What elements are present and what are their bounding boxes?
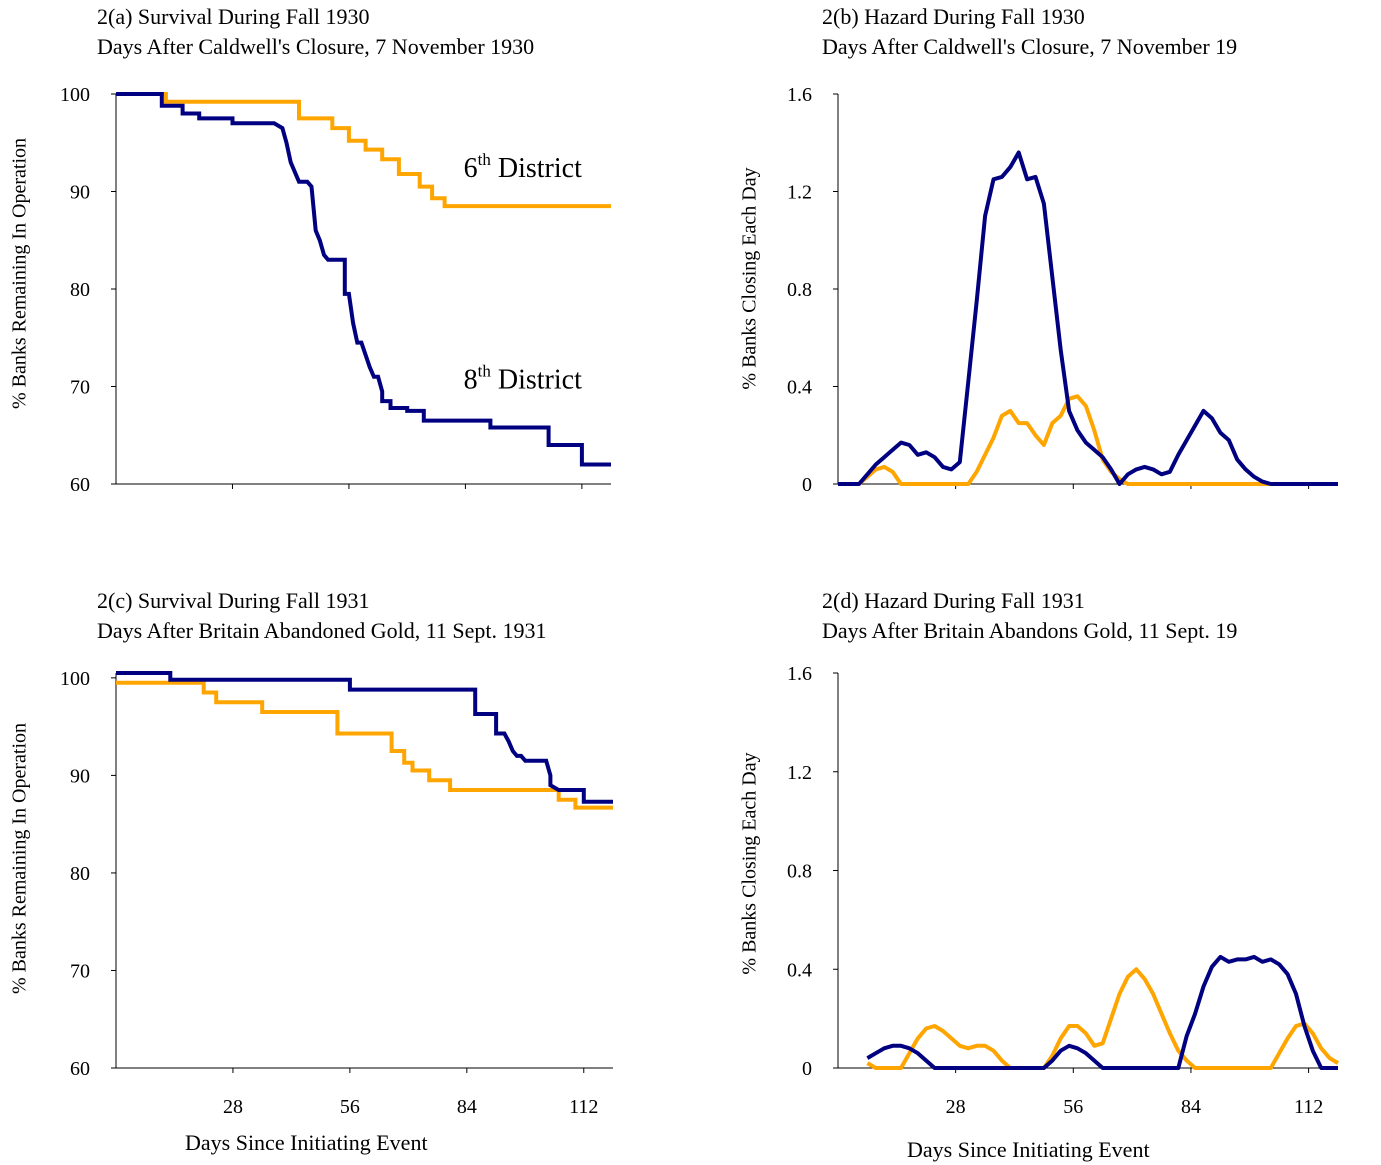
panel-d-xtick-label: 112 [1294, 1096, 1323, 1118]
panel-c-xtick-label: 28 [223, 1096, 243, 1118]
panel-a-ytick-label: 70 [70, 377, 90, 399]
panel-c-title-line2: Days After Britain Abandoned Gold, 11 Se… [97, 618, 547, 643]
panel-a-ytick-label: 80 [70, 279, 90, 301]
panel-c-xlabel: Days Since Initiating Event [185, 1130, 428, 1155]
panel-d-xlabel: Days Since Initiating Event [907, 1137, 1150, 1162]
panel-c-ytick-label: 70 [70, 960, 90, 982]
panel-c-ytick-label: 60 [70, 1058, 90, 1080]
panel-b-ytick-label: 0 [802, 474, 812, 496]
panel-b-title-line2: Days After Caldwell's Closure, 7 Novembe… [822, 34, 1238, 59]
panel-d-xtick-label: 84 [1181, 1096, 1201, 1118]
panel-b-series-8th-district-line [838, 150, 1338, 486]
panel-b-ytick-label: 1.2 [787, 182, 812, 204]
panel-c-series-6th-district-line [116, 680, 613, 810]
panel-b-title: 2(b) Hazard During Fall 1930 Days After … [822, 2, 1237, 62]
panel-a-title-line1: 2(a) Survival During Fall 1930 [97, 4, 370, 29]
panel-d-xtick-label: 56 [1063, 1096, 1083, 1118]
panel-d-series-6th-district-line [866, 967, 1340, 1070]
panel-a-ytick-label: 90 [70, 182, 90, 204]
panel-c-xtick-label: 112 [569, 1096, 598, 1118]
panel-a-title-line2: Days After Caldwell's Closure, 7 Novembe… [97, 34, 535, 59]
panel-a-series-6th-district-line [116, 92, 611, 209]
panel-c-ytick-label: 80 [70, 863, 90, 885]
panel-c-xtick-label: 56 [340, 1096, 360, 1118]
panel-d-ytick-label: 1.2 [787, 762, 812, 784]
panel-d-title-line1: 2(d) Hazard During Fall 1931 [822, 588, 1085, 613]
panel-c-title-line1: 2(c) Survival During Fall 1931 [97, 588, 370, 613]
panel-c-series-8th-district-line [116, 671, 613, 804]
panel-d-xtick-label: 28 [946, 1096, 966, 1118]
panel-d-ytick-label: 0.8 [787, 861, 812, 883]
panel-a-annotation: 6th District [464, 150, 582, 184]
panel-b-ytick-label: 0.8 [787, 279, 812, 301]
panel-c-ytick-label: 90 [70, 765, 90, 787]
panel-c-title: 2(c) Survival During Fall 1931 Days Afte… [97, 586, 547, 646]
panel-a-series-8th-district-line [116, 92, 611, 467]
panel-d-title: 2(d) Hazard During Fall 1931 Days After … [822, 586, 1237, 646]
panel-a-title: 2(a) Survival During Fall 1930 Days Afte… [97, 2, 534, 62]
panel-d-title-line2: Days After Britain Abandons Gold, 11 Sep… [822, 618, 1238, 643]
panel-c-ytick-label: 100 [60, 668, 90, 690]
panel-a-annotation: 8th District [464, 361, 582, 395]
panel-d-ytick-label: 0.4 [787, 959, 812, 981]
panel-d-series-8th-district-line [866, 954, 1338, 1070]
panel-b-series-6th-district-line [838, 394, 1338, 486]
panel-b-title-line1: 2(b) Hazard During Fall 1930 [822, 4, 1085, 29]
panel-a-ytick-label: 100 [60, 84, 90, 106]
panel-c-xtick-label: 84 [457, 1096, 477, 1118]
panel-d-ytick-label: 1.6 [787, 663, 812, 685]
panel-b-ytick-label: 1.6 [787, 84, 812, 106]
panel-b-ytick-label: 0.4 [787, 377, 812, 399]
panel-d-ytick-label: 0 [802, 1058, 812, 1080]
panel-a-ytick-label: 60 [70, 474, 90, 496]
